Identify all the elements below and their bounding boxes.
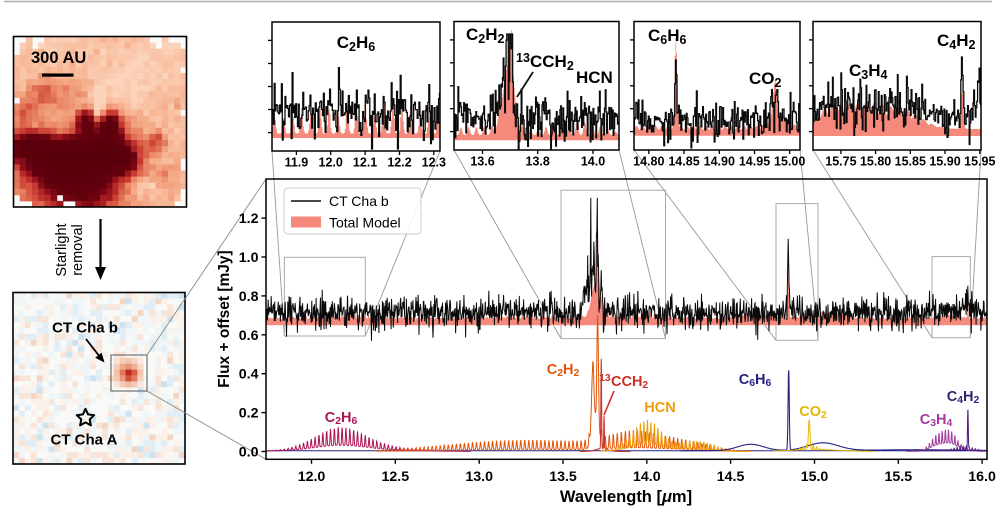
svg-text:0.4: 0.4: [239, 367, 259, 383]
svg-text:12.1: 12.1: [353, 156, 377, 170]
svg-text:13.0: 13.0: [465, 469, 493, 485]
svg-text:15.85: 15.85: [895, 155, 926, 169]
svg-text:HCN: HCN: [644, 400, 675, 416]
svg-text:14.0: 14.0: [581, 155, 605, 169]
svg-text:14.0: 14.0: [633, 469, 661, 485]
svg-text:C2H2: C2H2: [547, 362, 580, 379]
svg-text:C6H6: C6H6: [739, 372, 772, 389]
svg-text:15.95: 15.95: [964, 155, 995, 169]
svg-text:CO2: CO2: [749, 69, 782, 90]
svg-text:14.95: 14.95: [739, 155, 770, 169]
svg-text:Flux + offset [mJy]: Flux + offset [mJy]: [216, 250, 233, 387]
svg-text:12.2: 12.2: [387, 156, 411, 170]
svg-text:CCH2: CCH2: [611, 374, 648, 391]
svg-text:14.85: 14.85: [668, 155, 699, 169]
svg-text:15.90: 15.90: [929, 155, 960, 169]
svg-text:12.0: 12.0: [298, 469, 326, 485]
svg-text:1.0: 1.0: [239, 250, 259, 266]
svg-text:300 AU: 300 AU: [31, 49, 86, 67]
svg-text:HCN: HCN: [576, 68, 613, 87]
svg-text:Starlight: Starlight: [54, 223, 70, 276]
svg-text:13.8: 13.8: [526, 155, 550, 169]
svg-text:0.2: 0.2: [239, 406, 259, 422]
svg-text:12.5: 12.5: [381, 469, 409, 485]
svg-text:Wavelength [μm]: Wavelength [μm]: [560, 488, 692, 506]
svg-text:15.00: 15.00: [774, 155, 805, 169]
svg-text:15.75: 15.75: [825, 155, 856, 169]
svg-text:15.0: 15.0: [801, 469, 829, 485]
svg-text:C3H4: C3H4: [849, 61, 888, 82]
svg-text:0.0: 0.0: [239, 445, 259, 461]
svg-text:CT Cha b: CT Cha b: [52, 320, 118, 337]
svg-text:16.0: 16.0: [968, 469, 996, 485]
svg-text:12.3: 12.3: [422, 156, 446, 170]
svg-text:Total Model: Total Model: [329, 215, 401, 231]
svg-text:15.80: 15.80: [860, 155, 891, 169]
svg-text:1.2: 1.2: [239, 211, 259, 227]
svg-text:C4H2: C4H2: [947, 389, 980, 406]
svg-text:C2H2: C2H2: [466, 25, 505, 46]
svg-text:C3H4: C3H4: [920, 412, 953, 429]
svg-text:13.5: 13.5: [549, 469, 577, 485]
svg-text:12.0: 12.0: [319, 156, 343, 170]
svg-text:13: 13: [516, 51, 530, 65]
svg-text:CT Cha b: CT Cha b: [329, 193, 389, 209]
svg-text:CCH2: CCH2: [530, 52, 574, 73]
svg-text:0.6: 0.6: [239, 328, 259, 344]
svg-text:CO2: CO2: [799, 404, 827, 421]
svg-text:0.8: 0.8: [239, 289, 259, 305]
svg-text:15.5: 15.5: [884, 469, 912, 485]
svg-text:C4H2: C4H2: [937, 31, 976, 52]
svg-text:13: 13: [599, 372, 611, 384]
svg-text:14.80: 14.80: [633, 155, 664, 169]
svg-text:14.5: 14.5: [717, 469, 745, 485]
svg-text:11.9: 11.9: [285, 156, 309, 170]
svg-text:CT Cha A: CT Cha A: [51, 432, 118, 449]
svg-text:removal: removal: [70, 224, 86, 276]
svg-text:14.90: 14.90: [704, 155, 735, 169]
svg-text:C6H6: C6H6: [648, 26, 687, 47]
svg-text:C2H6: C2H6: [325, 410, 358, 427]
svg-text:C2H6: C2H6: [337, 33, 376, 54]
svg-text:13.6: 13.6: [470, 155, 494, 169]
